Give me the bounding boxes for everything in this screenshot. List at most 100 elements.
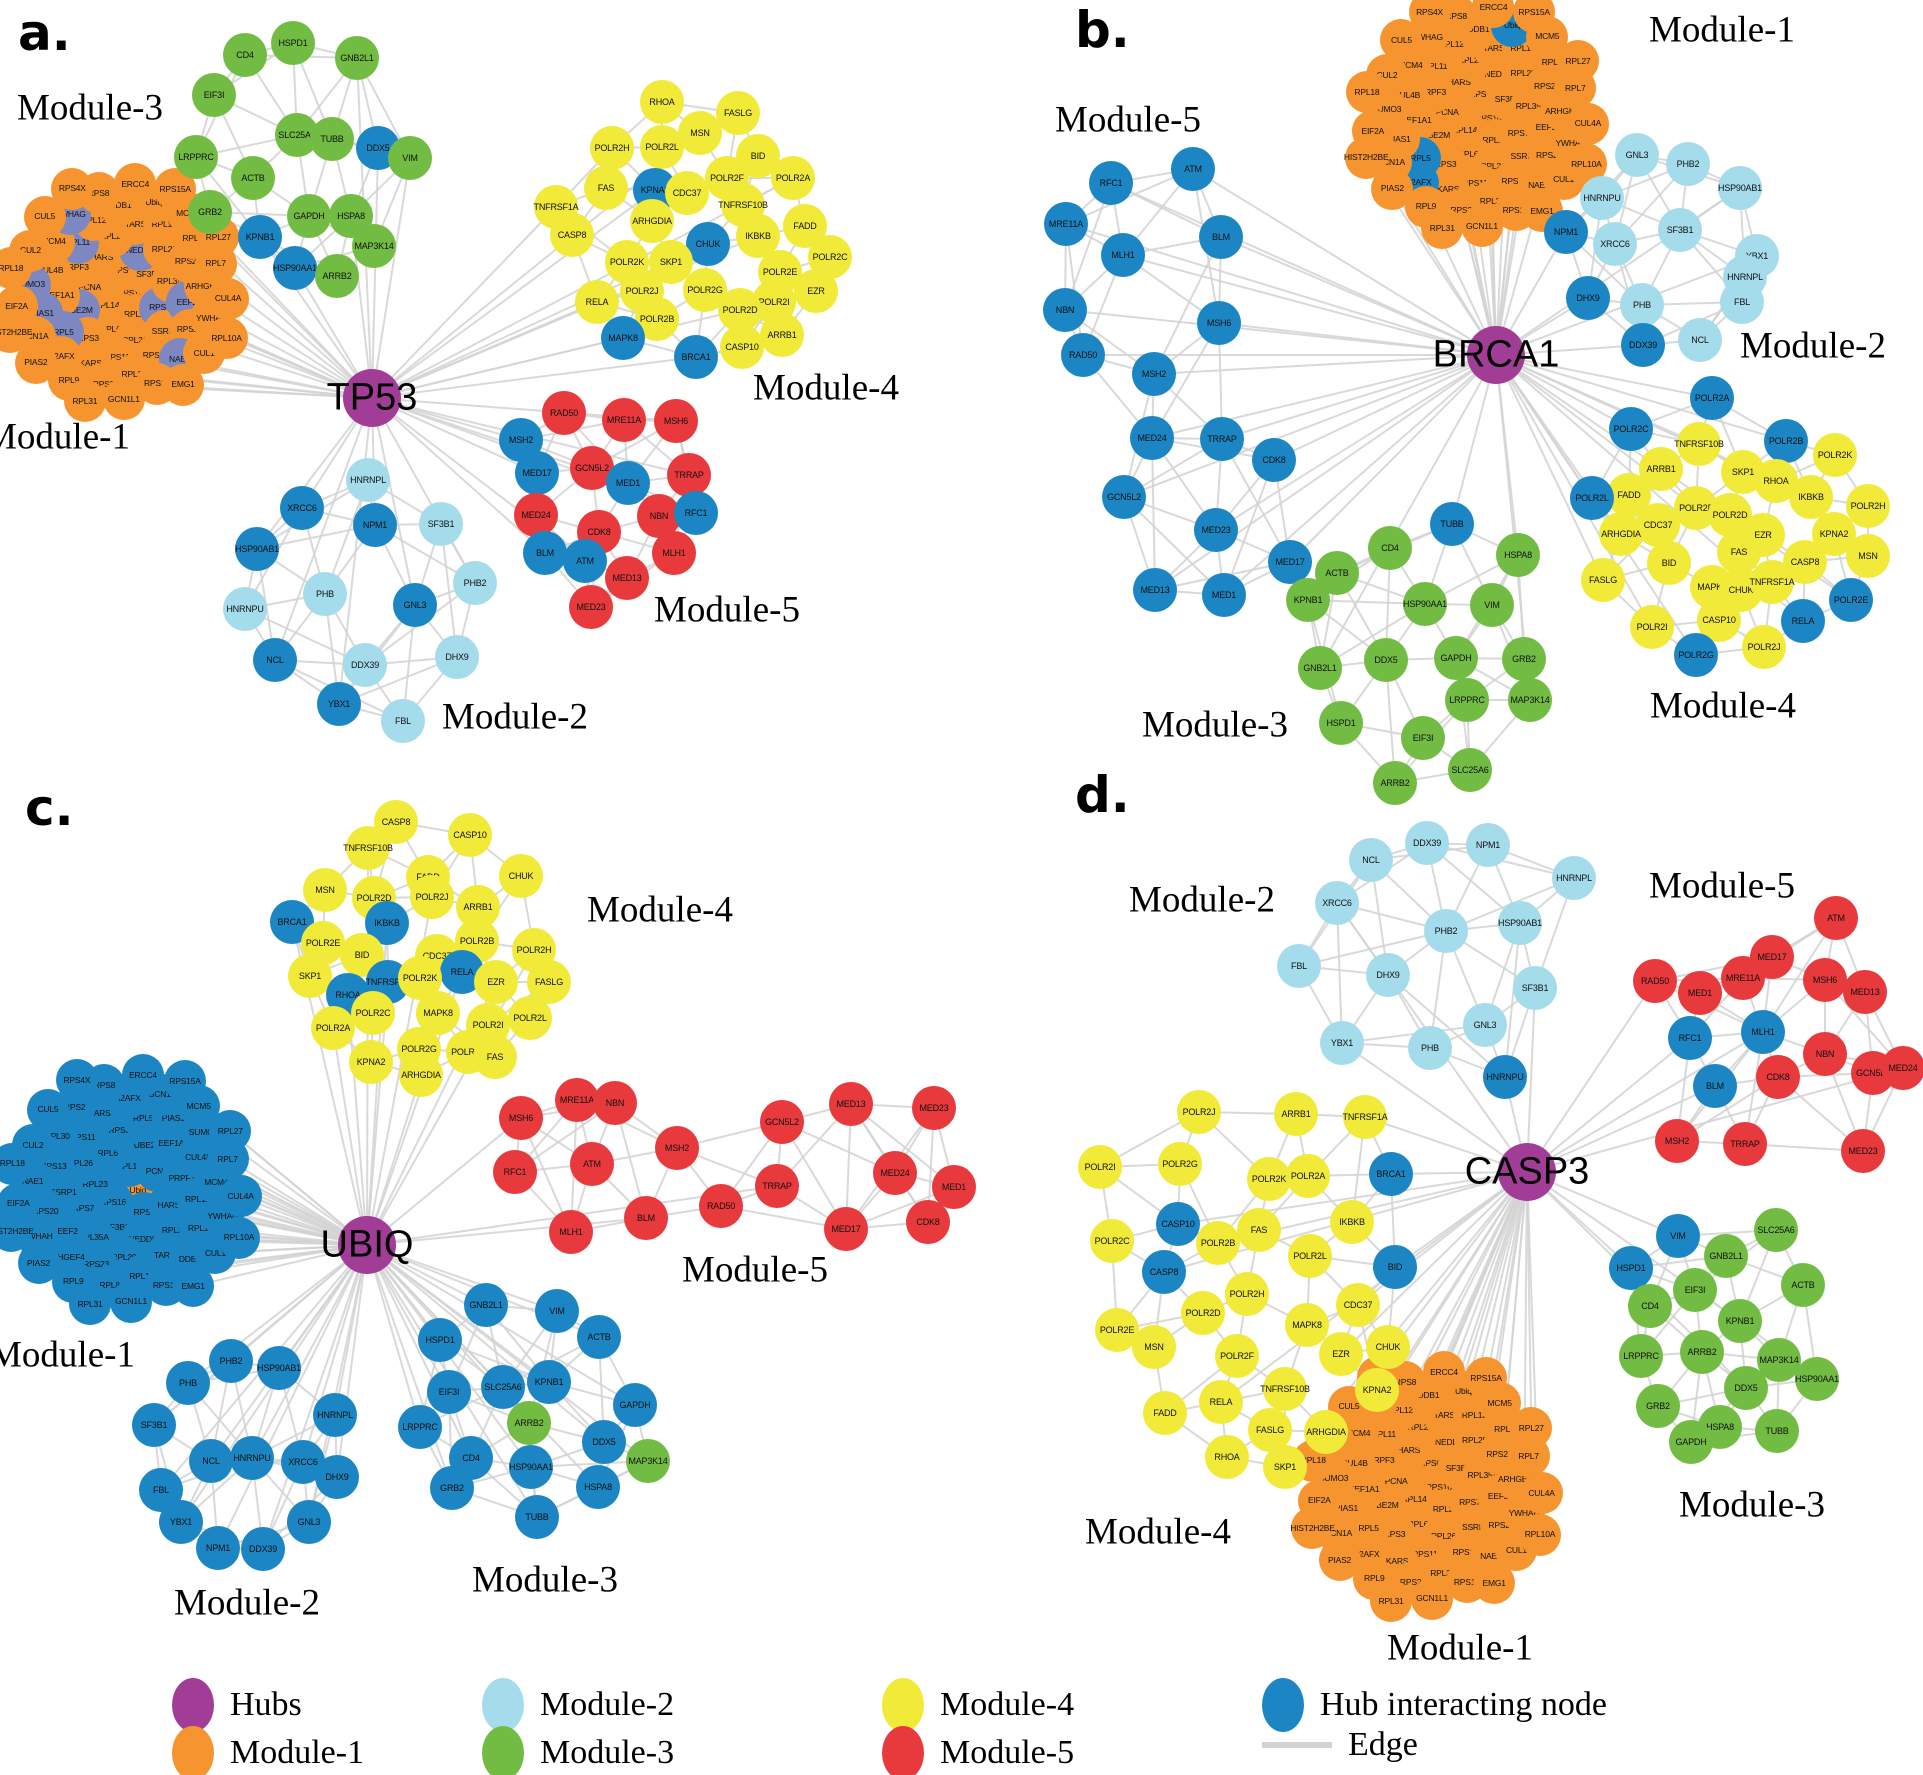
node-rpl27: RPL27 xyxy=(1556,40,1599,83)
node-fadd: FADD xyxy=(783,204,827,248)
edge xyxy=(1153,354,1497,375)
edge xyxy=(371,397,538,474)
node-casp10: CASP10 xyxy=(1697,598,1741,642)
node-xrcc6: XRCC6 xyxy=(1315,881,1359,925)
node-phb: PHB xyxy=(1408,1026,1452,1070)
edge xyxy=(371,397,476,584)
edge xyxy=(1215,354,1497,531)
node-gnb2l1: GNB2L1 xyxy=(464,1283,508,1327)
node-mlh1: MLH1 xyxy=(1741,1010,1785,1054)
node-rps4x: RPS4X xyxy=(1408,0,1451,33)
node-ercc4: ERCC4 xyxy=(114,162,157,205)
node-polr2j: POLR2J xyxy=(410,875,454,919)
node-casp8: CASP8 xyxy=(1142,1250,1186,1294)
node-mre11a: MRE11A xyxy=(555,1078,599,1122)
edge xyxy=(274,397,373,661)
edge xyxy=(1443,1171,1528,1373)
node-hsp90aa1: HSP90AA1 xyxy=(1795,1357,1839,1401)
node-bid: BID xyxy=(1373,1245,1417,1289)
legend-item-module-4: Module-4 xyxy=(882,1678,1074,1732)
node-rpl10a: RPL10A xyxy=(205,317,248,360)
edge xyxy=(1220,236,1497,356)
node-med17: MED17 xyxy=(515,451,559,495)
node-rps15a: RPS15A xyxy=(164,1059,206,1102)
node-vim: VIM xyxy=(1470,583,1514,627)
edge xyxy=(1221,354,1497,440)
node-map3k14: MAP3K14 xyxy=(626,1439,670,1483)
node-polr2l: POLR2L xyxy=(508,996,552,1040)
hub-label: TP53 xyxy=(326,376,418,419)
node-med13: MED13 xyxy=(1843,970,1887,1014)
module-label: Module-3 xyxy=(472,1559,618,1601)
node-polr2d: POLR2D xyxy=(718,288,762,332)
node-atm: ATM xyxy=(1171,147,1215,191)
node-polr2g: POLR2G xyxy=(1158,1142,1202,1186)
node-gcn1l1: GCN1L1 xyxy=(110,1280,153,1323)
node-arrb2: ARRB2 xyxy=(315,254,359,298)
node-mre11a: MRE11A xyxy=(1721,956,1765,1000)
node-rela: RELA xyxy=(1781,599,1825,643)
edge xyxy=(371,356,697,399)
node-gnl3: GNL3 xyxy=(1615,133,1659,177)
node-ddx39: DDX39 xyxy=(1405,821,1449,865)
node-blm: BLM xyxy=(523,531,567,575)
edge xyxy=(256,397,373,550)
node-polr2h: POLR2H xyxy=(1225,1272,1269,1316)
edge xyxy=(1526,1067,1904,1173)
node-phb: PHB xyxy=(166,1361,210,1405)
hub-node-casp3 xyxy=(1498,1143,1556,1201)
node-ddx5: DDX5 xyxy=(1364,638,1408,682)
legend-label: Hubs xyxy=(230,1686,302,1723)
node-gcn1l1: GCN1L1 xyxy=(1411,1577,1454,1620)
node-rps4x: RPS4X xyxy=(55,1059,98,1102)
node-rpl10a: RPL10A xyxy=(1518,1513,1561,1556)
node-polr2d: POLR2D xyxy=(1181,1291,1225,1335)
node-polr2c: POLR2C xyxy=(351,991,395,1035)
node-med24: MED24 xyxy=(873,1151,917,1195)
node-lrpprc: LRPPRC xyxy=(174,135,218,179)
node-dhx9: DHX9 xyxy=(1566,276,1610,320)
edge-line-swatch xyxy=(1262,1742,1332,1748)
node-polr2a: POLR2A xyxy=(771,156,815,200)
node-polr2i: POLR2I xyxy=(1630,605,1674,649)
node-ercc4: ERCC4 xyxy=(121,1054,164,1097)
edge xyxy=(1526,1085,1716,1173)
node-npm1: NPM1 xyxy=(1466,823,1510,867)
hub-node-brca1 xyxy=(1467,326,1525,384)
node-rela: RELA xyxy=(575,280,619,324)
node-casp10: CASP10 xyxy=(1156,1202,1200,1246)
panel-letter: d. xyxy=(1075,766,1130,824)
node-cdk8: CDK8 xyxy=(1756,1055,1800,1099)
node-ikbkb: IKBKB xyxy=(736,214,780,258)
node-blm: BLM xyxy=(1199,215,1243,259)
edge xyxy=(1065,168,1194,225)
node-faslg: FASLG xyxy=(1248,1408,1292,1452)
module-label: Module-4 xyxy=(753,367,899,409)
node-faslg: FASLG xyxy=(1581,558,1625,602)
module-label: Module-1 xyxy=(0,416,130,458)
module-label: Module-3 xyxy=(17,87,163,129)
node-cdk8: CDK8 xyxy=(906,1200,950,1244)
node-rfc1: RFC1 xyxy=(674,491,718,535)
node-tnfrsf10b: TNFRSF10B xyxy=(1260,1367,1310,1411)
node-fadd: FADD xyxy=(1143,1391,1187,1435)
node-kpna2: KPNA2 xyxy=(349,1040,393,1084)
node-rad50: RAD50 xyxy=(1633,959,1677,1003)
node-polr2i: POLR2I xyxy=(1078,1145,1122,1189)
node-nbn: NBN xyxy=(1043,288,1087,332)
node-slc25a6: SLC25A6 xyxy=(1448,748,1492,792)
node-lrpprc: LRPPRC xyxy=(1619,1334,1663,1378)
node-chuk: CHUK xyxy=(499,854,543,898)
node-kpnb1: KPNB1 xyxy=(527,1360,571,1404)
edge xyxy=(366,1244,636,1406)
node-ddx5: DDX5 xyxy=(582,1420,626,1464)
node-polr2j: POLR2J xyxy=(1177,1090,1221,1134)
edge xyxy=(1336,902,1343,1044)
module-label: Module-2 xyxy=(174,1582,320,1624)
edge xyxy=(1218,322,1497,356)
node-rhoa: RHOA xyxy=(1205,1435,1249,1479)
legend-label: Module-2 xyxy=(540,1686,675,1723)
node-skp1: SKP1 xyxy=(1263,1445,1307,1489)
module-label: Module-3 xyxy=(1679,1484,1825,1526)
legend-item-hubs: Hubs xyxy=(172,1678,302,1732)
